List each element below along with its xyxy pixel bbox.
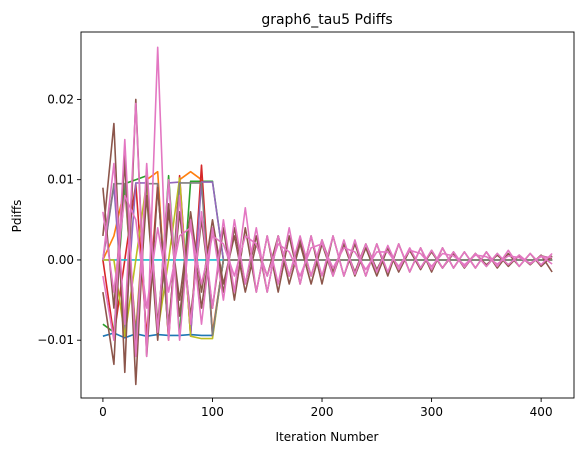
series-line-14 <box>102 194 553 309</box>
chart-title: graph6_tau5 Pdiffs <box>261 12 392 28</box>
y-axis-ticks: −0.01 0.00 0.01 0.02 <box>37 92 81 347</box>
plot-frame <box>80 31 575 399</box>
x-tick-label: 300 <box>420 405 443 419</box>
x-tick-label: 200 <box>311 405 334 419</box>
y-tick-label: −0.01 <box>37 333 74 347</box>
series-layer <box>102 46 553 386</box>
x-tick-label: 0 <box>99 405 107 419</box>
x-tick-label: 100 <box>201 405 224 419</box>
y-tick-label: 0.01 <box>47 173 74 187</box>
y-tick-label: 0.02 <box>47 92 74 106</box>
y-tick-label: 0.00 <box>47 253 74 267</box>
x-axis-ticks: 0 100 200 300 400 <box>99 398 553 419</box>
x-axis-label: Iteration Number <box>276 430 379 444</box>
y-axis-label: Pdiffs <box>10 200 24 233</box>
x-tick-label: 400 <box>530 405 553 419</box>
series-line-7 <box>102 177 553 340</box>
